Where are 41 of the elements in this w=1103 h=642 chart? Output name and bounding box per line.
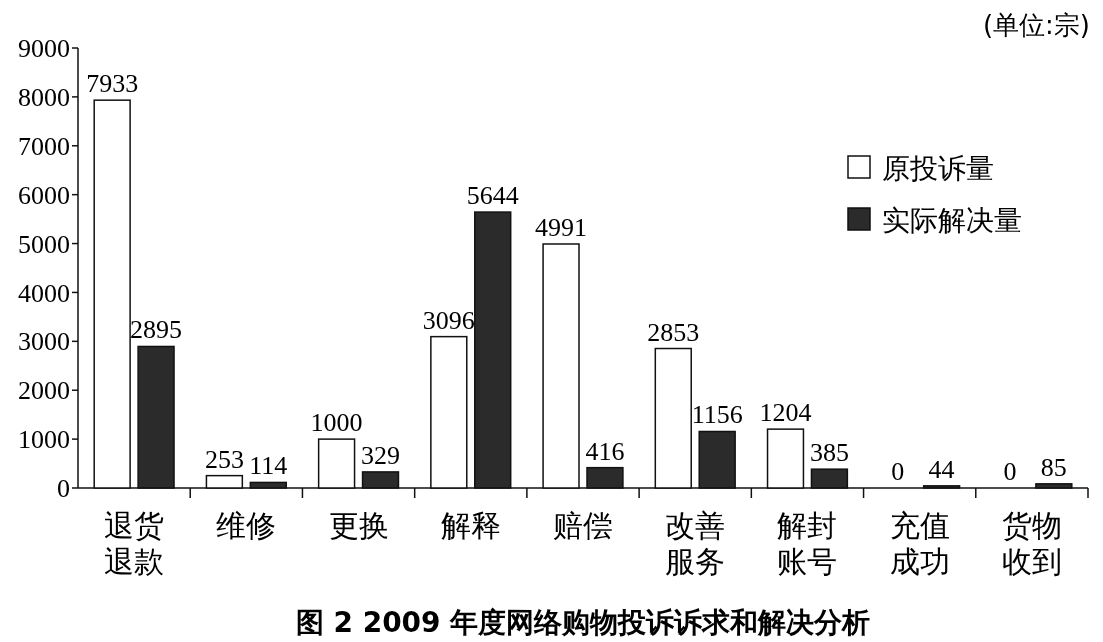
- data-label: 329: [361, 440, 401, 470]
- y-tick-label: 6000: [18, 180, 70, 210]
- data-label: 0: [891, 457, 905, 486]
- x-tick-label: 货物收到: [1001, 508, 1062, 579]
- data-label: 114: [249, 451, 288, 481]
- x-tick-label: 解封账号: [777, 508, 838, 579]
- data-label: 1204: [759, 398, 812, 428]
- x-tick-label: 解释: [440, 508, 501, 543]
- legend-label: 原投诉量: [882, 151, 994, 185]
- y-tick-label: 1000: [18, 425, 70, 455]
- data-label: 2853: [647, 317, 700, 347]
- y-tick-label: 0: [57, 474, 70, 504]
- data-label: 5644: [466, 181, 519, 211]
- y-tick-label: 8000: [18, 82, 70, 112]
- data-label: 7933: [86, 69, 139, 99]
- data-label: 253: [204, 444, 244, 474]
- y-tick-label: 7000: [18, 131, 70, 161]
- x-tick-label: 退货退款: [104, 508, 165, 579]
- data-label: 0: [1003, 457, 1017, 486]
- text: 图 2 2009 年度网络购物投诉诉求和解决分析: [295, 606, 871, 639]
- data-label: 1156: [691, 400, 743, 430]
- data-label: 2895: [130, 315, 183, 345]
- y-tick-label: 9000: [18, 34, 70, 64]
- x-tick-label: 改善服务: [665, 508, 726, 579]
- x-tick-label: 维修: [216, 508, 277, 543]
- data-label: 85: [1040, 452, 1067, 482]
- data-label: 416: [585, 436, 625, 466]
- data-label: 385: [809, 438, 849, 468]
- data-label: 4991: [535, 213, 588, 242]
- data-label: 3096: [422, 305, 475, 335]
- x-tick-label: 赔偿: [553, 508, 613, 543]
- x-tick-label: 更换: [328, 508, 389, 543]
- legend-label: 实际解决量: [882, 203, 1022, 237]
- data-label: 1000: [310, 408, 363, 438]
- data-label: 44: [928, 454, 955, 484]
- x-tick-label: 充值成功: [889, 508, 950, 579]
- y-tick-label: 4000: [18, 278, 70, 308]
- y-tick-label: 3000: [18, 327, 70, 357]
- text: (单位:宗): [982, 10, 1090, 40]
- y-tick-label: 5000: [18, 229, 70, 259]
- y-tick-label: 2000: [18, 376, 70, 406]
